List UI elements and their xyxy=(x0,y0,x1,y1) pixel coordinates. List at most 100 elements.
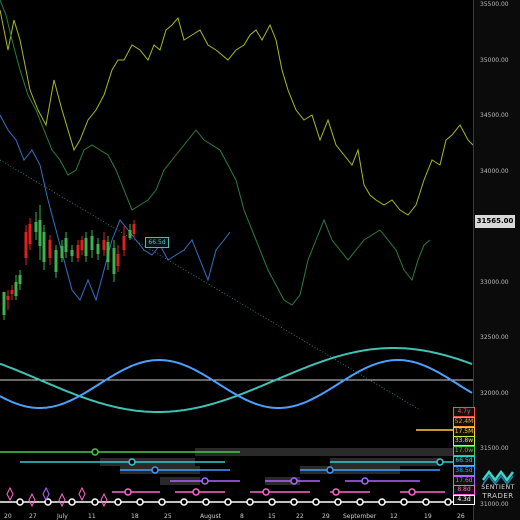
candle-body xyxy=(48,240,52,258)
cycle-phase-marker xyxy=(332,488,340,496)
candle-body xyxy=(18,275,22,284)
cycle-phase-marker xyxy=(136,498,144,506)
green-phase-line xyxy=(0,0,431,306)
candle-body xyxy=(128,230,132,238)
cycle-phase-marker xyxy=(408,488,416,496)
cycle-phase-marker xyxy=(378,498,386,506)
cycle-phase-marker xyxy=(400,498,408,506)
time-tick-label: 26 xyxy=(457,513,465,520)
cycle-phase-marker xyxy=(16,498,24,506)
candle-body xyxy=(6,296,10,300)
candle-body xyxy=(106,242,110,262)
brand-name-line2: TRADER xyxy=(482,492,514,500)
candle-body xyxy=(96,244,100,254)
cycle-diamond-marker xyxy=(58,492,66,508)
cycle-window-box xyxy=(195,448,455,456)
price-tick-label: 34500.00 xyxy=(480,112,509,119)
candle-body xyxy=(102,240,106,250)
candle-body xyxy=(70,250,74,256)
time-tick-label: 19 xyxy=(424,513,432,520)
candle-body xyxy=(60,246,64,258)
time-tick-label: July xyxy=(57,513,68,520)
cycle-phase-marker xyxy=(436,458,444,466)
candle-body xyxy=(122,236,126,250)
cycle-phase-marker xyxy=(361,477,369,485)
cycle-diamond-marker xyxy=(42,486,50,502)
candle-body xyxy=(28,224,32,244)
time-tick-label: 12 xyxy=(390,513,398,520)
cycle-phase-marker xyxy=(91,498,99,506)
candle-body xyxy=(64,238,68,252)
candle-body xyxy=(76,245,80,258)
time-tick-label: 15 xyxy=(268,513,276,520)
cycle-legend-tag: 4.7y xyxy=(453,407,475,417)
time-tick-label: 11 xyxy=(88,513,96,520)
candle-body xyxy=(24,232,28,258)
cycle-phase-marker xyxy=(124,488,132,496)
cycle-legend-tag: 4.3d xyxy=(453,495,475,506)
cycle-diamond-marker xyxy=(78,486,86,502)
cycle-phase-marker xyxy=(151,466,159,474)
cycle-legend-tag: 17.6d xyxy=(453,475,475,486)
cycle-phase-marker xyxy=(290,498,298,506)
candle-body xyxy=(38,220,42,246)
candle-body xyxy=(84,238,88,256)
time-tick-label: 25 xyxy=(164,513,172,520)
cycle-phase-marker xyxy=(246,498,254,506)
current-price-label: 31565.00 xyxy=(475,215,515,228)
cycle-phase-marker xyxy=(91,448,99,456)
candle-body xyxy=(132,224,136,234)
cycle-diamond-marker xyxy=(100,492,108,508)
cycle-wave-blue xyxy=(0,359,473,409)
cycle-phase-marker xyxy=(326,466,334,474)
cycle-phase-marker xyxy=(158,498,166,506)
cycle-phase-marker xyxy=(68,498,76,506)
price-tick-label: 34000.00 xyxy=(480,167,509,175)
cycle-phase-marker xyxy=(44,498,52,506)
cycle-legend-tag: 52.4M xyxy=(453,416,475,427)
cycle-phase-marker xyxy=(268,498,276,506)
cycle-legend-tag: 8.8d xyxy=(453,485,475,496)
cycle-phase-marker xyxy=(290,477,298,485)
candle-body xyxy=(54,250,58,272)
yellow-phase-line xyxy=(0,9,474,216)
blue-phase-line xyxy=(0,114,231,302)
cycle-phase-marker xyxy=(192,488,200,496)
cycle-phase-marker xyxy=(114,498,122,506)
candle-body xyxy=(34,222,38,232)
brand-name-line1: SENTIENT xyxy=(481,484,515,491)
cycle-legend-tag: 38.5d xyxy=(453,465,475,476)
time-tick-label: 8 xyxy=(240,513,244,520)
candle-body xyxy=(14,282,18,296)
candle-body xyxy=(90,236,94,250)
time-tick-label: 27 xyxy=(29,513,37,520)
cycle-phase-marker xyxy=(202,498,210,506)
time-tick-label: 20 xyxy=(4,513,12,520)
cycle-phase-marker xyxy=(262,488,270,496)
price-tick-label: 35500.00 xyxy=(480,1,509,8)
candle-body xyxy=(80,240,84,250)
time-tick-label: September xyxy=(343,513,377,520)
cycle-phase-marker xyxy=(201,477,209,485)
candle-body xyxy=(116,254,120,266)
price-tick-label: 32000.00 xyxy=(480,389,509,397)
cycle-phase-marker xyxy=(224,498,232,506)
cycle-phase-marker xyxy=(356,498,364,506)
cycle-phase-marker xyxy=(312,498,320,506)
price-axis[interactable] xyxy=(473,0,520,520)
candle-body xyxy=(10,290,14,294)
time-tick-label: 22 xyxy=(296,513,304,520)
candle-body xyxy=(2,292,6,315)
sentient-trader-logo-icon xyxy=(482,469,514,486)
cycle-legend-tag: 17.5M xyxy=(453,426,475,437)
candle-body xyxy=(42,232,46,262)
price-tick-label: 35000.00 xyxy=(480,56,509,64)
price-tick-label: 32500.00 xyxy=(480,334,509,341)
cycle-phase-marker xyxy=(444,498,452,506)
candle-body xyxy=(112,248,116,274)
time-tick-label: 29 xyxy=(322,513,330,520)
time-tick-label: 18 xyxy=(131,513,139,520)
cycle-phase-marker xyxy=(128,458,136,466)
